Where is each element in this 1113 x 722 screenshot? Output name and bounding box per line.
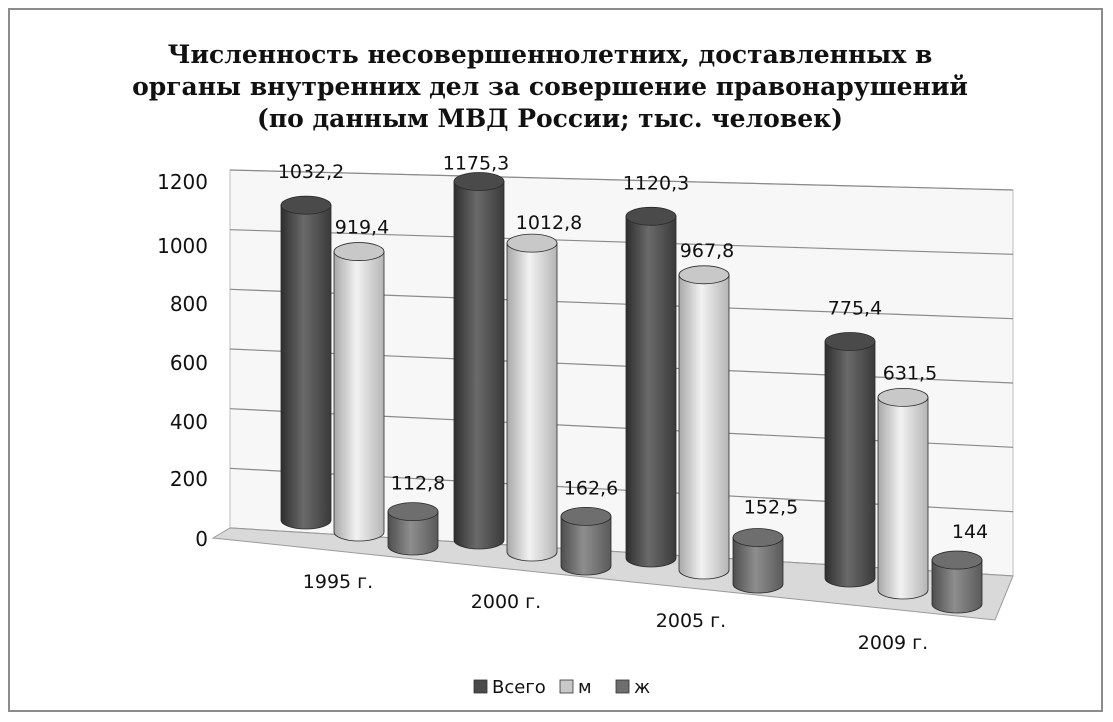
gridline [229,229,1014,255]
y-axis-ticks: 0 200 400 600 800 1000 1200 [157,170,208,551]
bar-1-3 [877,387,929,600]
bar-top [387,502,439,521]
data-label: 919,4 [335,217,389,239]
bar-body [280,204,332,530]
bar-top [280,195,332,215]
bar-2-2 [732,528,784,594]
data-label: 152,5 [744,496,798,518]
bar-body [333,251,385,542]
legend-item: Всего [473,677,546,698]
y-tick-label: 0 [195,527,208,551]
bar-1-1 [506,233,558,562]
legend-swatch [559,679,574,694]
bar-body [560,516,612,576]
bar-body [625,215,677,568]
bar-top [560,507,612,526]
bar-1-2 [678,265,730,580]
bar-body [506,242,558,562]
bar-1-0 [333,242,385,542]
bar-top [625,206,677,226]
bar-body [678,274,730,580]
data-label: 1120,3 [623,172,689,194]
bar-2-0 [387,502,439,556]
bar-0-3 [824,332,876,588]
data-label: 112,8 [391,473,445,495]
y-tick-label: 1000 [157,234,208,258]
legend-swatch [473,679,488,694]
x-axis-ticks: 1995 г. 2000 г. 2005 г. 2009 г. [303,571,928,654]
x-tick-label: 2000 г. [471,591,541,613]
bar-top [732,528,784,547]
y-tick-label: 600 [170,351,208,375]
y-tick-label: 200 [170,467,208,491]
legend: Всего м ж [473,677,650,698]
bar-top [506,233,558,253]
y-tick-label: 1200 [157,170,208,194]
legend-label: м [578,677,592,698]
chart-area: Численность несовершеннолетних, доставле… [132,40,1014,698]
chart-frame: Численность несовершеннолетних, доставле… [8,8,1103,712]
bar-top [824,332,876,351]
data-label: 1032,2 [278,161,344,183]
bar-top [678,265,730,285]
x-tick-label: 2009 г. [858,632,928,654]
data-labels: 1032,2 919,4 112,8 1175,3 1012,8 162,6 1120,3 9… [278,153,988,544]
bar-body [387,511,439,556]
legend-label: Всего [492,677,546,698]
data-label: 631,5 [883,362,937,384]
gridline [229,169,1014,191]
legend-item: ж [615,677,650,698]
bars [280,172,983,614]
y-tick-label: 800 [170,292,208,316]
bar-top [333,242,385,261]
chart-title-line: Численность несовершеннолетних, доставле… [168,40,933,69]
data-label: 1175,3 [443,153,509,175]
bar-body [453,181,505,550]
legend-label: ж [634,677,650,698]
data-label: 967,8 [680,240,734,262]
bar-top [453,172,505,191]
data-label: 1012,8 [516,212,582,234]
y-tick-label: 400 [170,410,208,434]
bar-body [824,341,876,588]
bar-2-3 [931,550,983,614]
x-tick-label: 1995 г. [303,571,373,593]
data-label: 162,6 [564,477,618,499]
legend-item: м [559,677,592,698]
bar-top [931,550,983,570]
data-label: 775,4 [828,298,882,320]
bar-0-1 [453,172,505,550]
chart-title: Численность несовершеннолетних, доставле… [132,40,968,133]
bar-body [877,396,929,600]
bar-top [877,387,929,407]
chart-title-line: (по данным МВД России; тыс. человек) [257,104,843,133]
legend-swatch [615,679,630,694]
bar-body [931,559,983,614]
x-tick-label: 2005 г. [656,610,726,632]
data-label: 144 [952,521,988,543]
chart-title-line: органы внутренних дел за совершение прав… [132,72,968,101]
bar-0-0 [280,195,332,530]
bar-0-2 [625,206,677,568]
bar-2-1 [560,507,612,576]
bar-body [732,537,784,594]
